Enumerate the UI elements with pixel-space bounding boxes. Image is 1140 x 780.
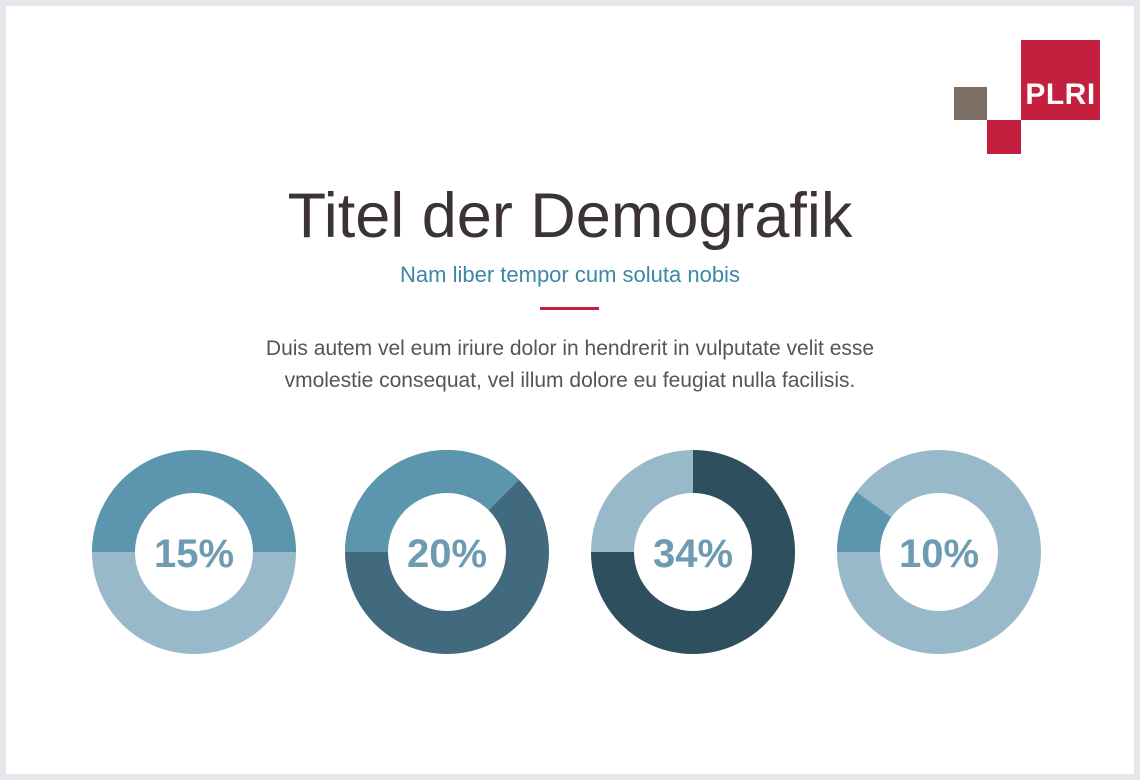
- donut-hole: [388, 493, 506, 611]
- slide: PLRI Titel der Demografik Nam liber temp…: [6, 6, 1134, 774]
- logo-red-big-square: [1021, 40, 1100, 120]
- body-line-1: Duis autem vel eum iriure dolor in hendr…: [265, 337, 875, 360]
- logo-red-small-square: [987, 120, 1021, 154]
- logo-text: PLRI: [1025, 78, 1096, 111]
- donut-chart-3: 34%: [591, 450, 795, 654]
- donut-label: 15%: [154, 532, 234, 576]
- donut-label: 10%: [899, 532, 979, 576]
- plri-logo: PLRI: [954, 40, 1100, 154]
- donut-hole: [135, 493, 253, 611]
- title-divider: [540, 307, 599, 310]
- body-line-2: vmolestie consequat, vel illum dolore eu…: [284, 369, 856, 392]
- donut-label: 20%: [407, 532, 487, 576]
- donut-charts: 15% 20% 34% 10%: [92, 450, 1041, 654]
- donut-chart-1: 15%: [92, 450, 296, 654]
- logo-gray-square: [954, 87, 987, 120]
- donut-chart-2: 20%: [345, 450, 549, 654]
- page-title: Titel der Demografik: [287, 181, 853, 251]
- donut-hole: [634, 493, 752, 611]
- donut-hole: [880, 493, 998, 611]
- page-subtitle: Nam liber tempor cum soluta nobis: [400, 262, 740, 287]
- donut-chart-4: 10%: [837, 450, 1041, 654]
- donut-label: 34%: [653, 532, 733, 576]
- body-paragraph: Duis autem vel eum iriure dolor in hendr…: [6, 333, 1134, 397]
